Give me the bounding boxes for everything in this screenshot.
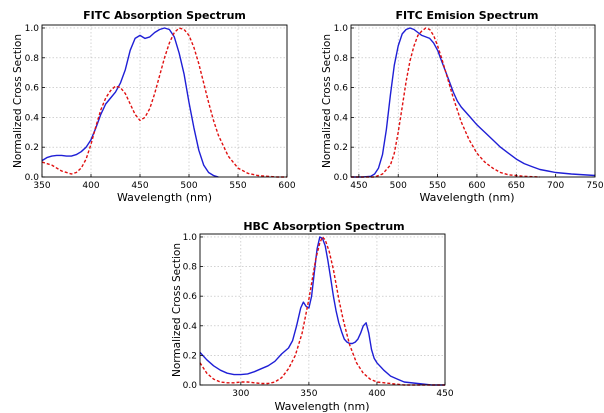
x-axis-label: Wavelength (nm): [274, 400, 369, 413]
y-axis-label: Normalized Cross Section: [12, 34, 24, 168]
y-tick-label: 0.4: [25, 113, 40, 123]
x-tick-label: 550: [229, 181, 246, 191]
y-tick-label: 0.4: [334, 113, 349, 123]
y-tick-label: 0.4: [183, 322, 198, 332]
y-axis-label: Normalized Cross Section: [321, 34, 333, 168]
x-tick-label: 400: [368, 389, 385, 399]
x-tick-label: 300: [232, 389, 249, 399]
y-tick-label: 0.0: [25, 173, 40, 183]
grid: [200, 234, 445, 385]
x-tick-label: 600: [468, 181, 485, 191]
series-blue-solid-line: [199, 236, 445, 386]
x-tick-label: 450: [350, 181, 367, 191]
y-tick-label: 0.6: [25, 84, 40, 94]
x-tick-label: 750: [586, 181, 603, 191]
x-tick-label: 450: [131, 181, 148, 191]
y-tick-label: 0.8: [183, 263, 198, 273]
y-tick-label: 1.0: [334, 24, 349, 34]
tick-group: 350 400 450 500 550 600 0.0 0.2 0.4 0.6 0.8 1.0: [25, 24, 296, 191]
y-tick-label: 0.2: [183, 351, 197, 361]
chart-title: HBC Absorption Spectrum: [243, 220, 404, 233]
y-tick-label: 0.6: [334, 84, 349, 94]
x-tick-label: 400: [82, 181, 99, 191]
x-axis-label: Wavelength (nm): [117, 191, 212, 204]
chart-fitc-emission: FITC Emision Spectrum 450 500 550 600 650 700…: [321, 9, 604, 204]
y-tick-label: 1.0: [25, 24, 40, 34]
x-tick-label: 650: [508, 181, 525, 191]
plot-frame: [350, 24, 596, 178]
chart-title: FITC Emision Spectrum: [395, 9, 538, 22]
series-group: [41, 27, 287, 178]
y-tick-label: 0.2: [25, 143, 39, 153]
series-red-dashed-line: [351, 27, 540, 178]
grid: [351, 25, 595, 177]
tick-group: 450 500 550 600 650 700 750 0.0 0.2 0.4 0.6 0.8 1.0: [334, 24, 604, 191]
x-tick-label: 550: [429, 181, 446, 191]
x-tick-label: 500: [180, 181, 197, 191]
chart-hbc-absorption: HBC Absorption Spectrum 300 350 400 450 0.0 0…: [171, 220, 454, 413]
chart-title: FITC Absorption Spectrum: [83, 9, 246, 22]
chart-fitc-absorption: FITC Absorption Spectrum 350 400 450 500 550…: [12, 9, 296, 204]
x-tick-label: 500: [390, 181, 407, 191]
series-red-dashed-line: [41, 27, 287, 178]
series-blue-solid-line: [41, 27, 219, 178]
plot-frame: [41, 24, 288, 178]
x-tick-label: 350: [33, 181, 50, 191]
plot-frame: [199, 233, 446, 386]
y-tick-label: 0.8: [25, 54, 40, 64]
grid: [42, 25, 287, 177]
y-tick-label: 0.0: [183, 381, 198, 391]
series-blue-solid-line: [351, 27, 596, 178]
y-tick-label: 0.0: [334, 173, 349, 183]
y-tick-label: 0.2: [334, 143, 348, 153]
x-tick-label: 700: [547, 181, 564, 191]
x-tick-label: 450: [436, 389, 453, 399]
tick-group: 300 350 400 450 0.0 0.2 0.4 0.6 0.8 1.0: [183, 233, 454, 399]
series-group: [199, 236, 445, 386]
y-tick-label: 0.8: [334, 54, 349, 64]
x-tick-label: 350: [300, 389, 317, 399]
series-group: [351, 27, 596, 178]
x-tick-label: 600: [278, 181, 295, 191]
y-tick-label: 1.0: [183, 233, 198, 243]
y-axis-label: Normalized Cross Section: [171, 243, 183, 377]
x-axis-label: Wavelength (nm): [419, 191, 514, 204]
y-tick-label: 0.6: [183, 292, 198, 302]
series-red-dashed-line: [199, 236, 445, 386]
